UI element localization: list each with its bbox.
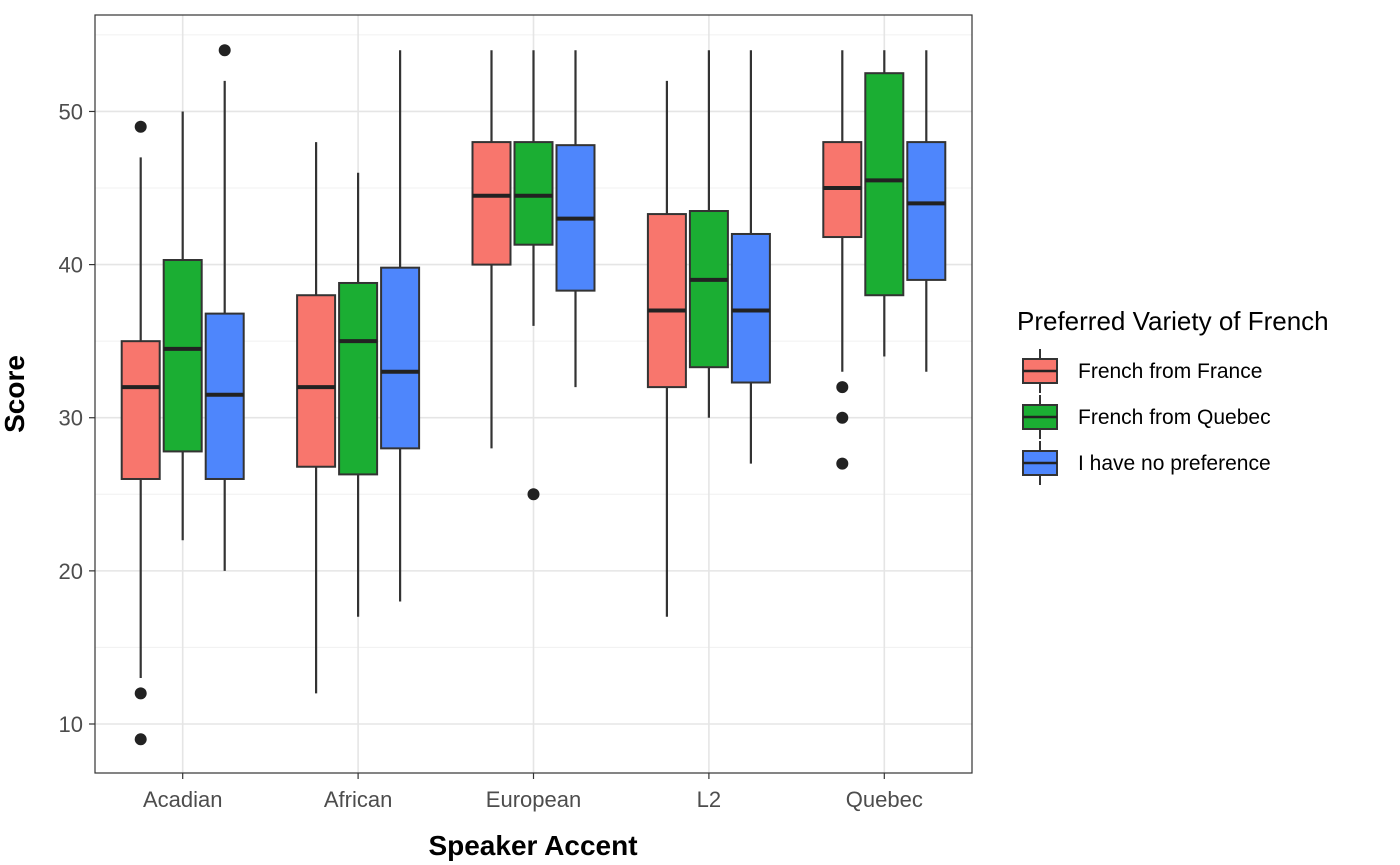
box <box>822 50 863 470</box>
legend-label: I have no preference <box>1078 452 1271 475</box>
box <box>162 111 203 541</box>
box-body <box>296 294 337 468</box>
box <box>646 80 687 617</box>
y-tick-label: 30 <box>59 406 83 431</box>
x-tick-label: Quebec <box>846 787 923 812</box>
x-tick-label: European <box>486 787 581 812</box>
y-axis-title: Score <box>0 355 30 433</box>
box <box>296 142 337 694</box>
box-body <box>162 259 203 453</box>
outlier-point <box>836 381 849 394</box>
legend-items: French from France French from Quebec I ha… <box>1022 349 1271 485</box>
box <box>688 50 729 418</box>
legend-item: I have no preference <box>1022 441 1271 485</box>
box <box>730 50 771 464</box>
legend-item: French from France <box>1022 349 1262 393</box>
x-tick-label: L2 <box>697 787 721 812</box>
x-axis: Acadian African European L2 Quebec <box>143 773 923 812</box>
outlier-point <box>836 457 849 470</box>
box-body <box>688 210 729 369</box>
box-body <box>730 232 771 384</box>
box-body <box>380 266 421 450</box>
box-body <box>120 340 161 480</box>
legend-label: French from France <box>1078 360 1262 383</box>
box <box>471 50 512 449</box>
x-tick-label: African <box>324 787 392 812</box>
x-tick-label: Acadian <box>143 787 223 812</box>
box-body <box>338 281 379 476</box>
y-tick-label: 40 <box>59 253 83 278</box>
y-tick-label: 50 <box>59 99 83 124</box>
box-layer <box>120 44 947 746</box>
y-axis: 10 20 30 40 50 <box>59 99 95 737</box>
box-body <box>513 141 554 246</box>
box <box>864 50 905 357</box>
box-body <box>471 141 512 266</box>
y-tick-label: 10 <box>59 712 83 737</box>
outlier-point <box>527 488 540 501</box>
box <box>338 172 379 617</box>
box <box>120 120 161 746</box>
outlier-point <box>134 120 147 133</box>
box <box>204 44 245 571</box>
box <box>380 50 421 602</box>
box <box>555 50 596 388</box>
box-body <box>864 72 905 297</box>
legend-item: French from Quebec <box>1022 395 1271 439</box>
outlier-point <box>218 44 231 57</box>
legend-title: Preferred Variety of French <box>1017 306 1329 336</box>
outlier-point <box>134 733 147 746</box>
box <box>513 50 554 501</box>
box-body <box>646 213 687 389</box>
box-body <box>906 141 947 281</box>
outlier-point <box>134 687 147 700</box>
legend: Preferred Variety of French French from … <box>1017 306 1329 485</box>
y-tick-label: 20 <box>59 559 83 584</box>
legend-label: French from Quebec <box>1078 406 1271 429</box>
x-axis-title: Speaker Accent <box>428 830 637 861</box>
box <box>906 50 947 372</box>
outlier-point <box>836 411 849 424</box>
